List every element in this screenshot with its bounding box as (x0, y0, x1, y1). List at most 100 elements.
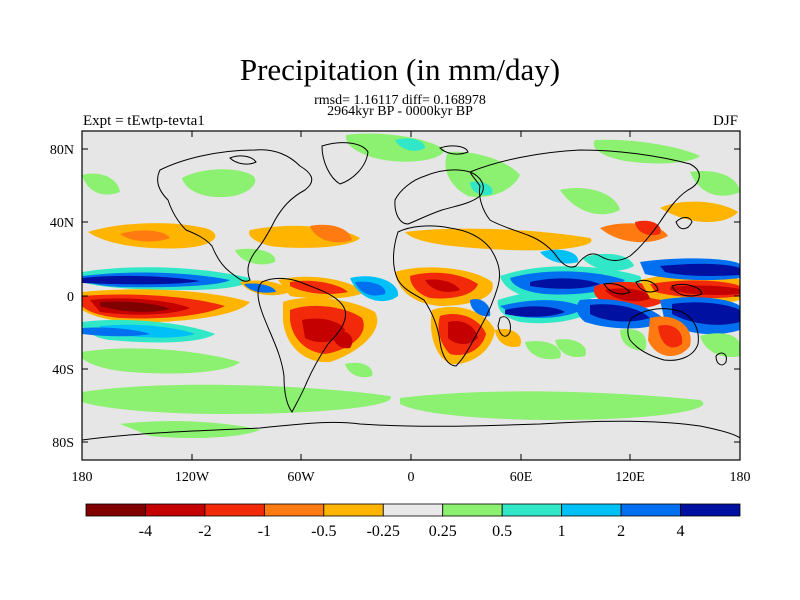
field-patch (620, 329, 647, 351)
field-patch (658, 324, 683, 348)
field-patch (244, 283, 276, 293)
field-patch (690, 170, 740, 196)
field-patch (555, 339, 586, 358)
field-patch (82, 173, 120, 195)
field-patch (395, 138, 425, 151)
arctic-island (439, 145, 469, 155)
colorbar-label: 1 (558, 523, 566, 540)
colorbar-label: -0.5 (311, 523, 336, 540)
field-patch (560, 188, 620, 215)
antarctica-outline (82, 420, 740, 441)
field-patch (448, 320, 478, 344)
lon-tick-label: 60E (510, 470, 533, 485)
field-patch (345, 362, 373, 378)
axis-ticks (81, 131, 741, 460)
field-patch (635, 220, 661, 236)
field-patch (590, 304, 650, 322)
field-patch (82, 275, 200, 285)
field-patch (470, 298, 491, 317)
field-patch (182, 169, 256, 198)
lat-tick-label: 80N (50, 143, 74, 158)
colorbar-swatch (323, 503, 384, 517)
lon-tick-label: 180 (730, 470, 751, 485)
lon-tick-label: 120E (615, 470, 645, 485)
field-patch (525, 340, 561, 360)
field-patch (495, 328, 521, 348)
field-patch (593, 139, 700, 164)
greenland-outline (321, 142, 369, 185)
colorbar-swatch (85, 503, 146, 517)
field-patch (310, 224, 352, 243)
colorbar-swatch (204, 503, 265, 517)
field-patch (330, 329, 353, 349)
colorbar-label: 4 (677, 523, 685, 540)
lat-tick-label: 80S (52, 436, 74, 451)
lon-tick-label: 120W (175, 470, 210, 485)
south-america-outline (257, 277, 347, 413)
colorbar-label: 2 (617, 523, 625, 540)
field-patch (400, 391, 704, 420)
field-patch (120, 421, 260, 438)
colorbar-swatch (620, 503, 681, 517)
field-patch (235, 248, 276, 265)
arctic-island (229, 155, 257, 165)
colorbar-label: -4 (139, 523, 152, 540)
field-patch (120, 230, 170, 242)
stats-line: rmsd= 1.16117 diff= 0.168978 (314, 93, 486, 108)
japan-outline (675, 217, 693, 230)
period-line: 2964kyr BP - 0000kyr BP (327, 104, 473, 119)
lon-tick-label: 60W (287, 470, 315, 485)
colorbar-swatch (382, 503, 444, 517)
australia-outline (627, 308, 699, 361)
colorbar-label: -1 (258, 523, 271, 540)
field-patch (530, 278, 600, 289)
field-patch (700, 333, 740, 358)
colorbar-label: -2 (198, 523, 211, 540)
colorbar: -4 -2 -1 -0.5 -0.25 0.25 0.5 1 2 4 (85, 503, 741, 540)
field-patch (470, 181, 493, 196)
field-patch (82, 384, 391, 414)
field-patch (582, 253, 634, 271)
sumatra-outline (603, 283, 631, 295)
map-field (82, 131, 740, 460)
colorbar-label: -0.25 (367, 523, 400, 540)
colorbar-swatch (501, 503, 563, 517)
chart-title: Precipitation (in mm/day) (239, 52, 561, 87)
experiment-label: Expt = tEwtp-tevta1 (83, 113, 205, 129)
madagascar-outline (497, 316, 511, 337)
coastlines (82, 142, 740, 441)
lat-tick-label: 40N (50, 216, 74, 231)
field-patch (100, 301, 170, 312)
field-patch (670, 285, 740, 295)
field-patch (605, 288, 652, 302)
colorbar-swatch (263, 503, 325, 517)
lat-tick-label: 0 (67, 290, 74, 305)
field-patch (445, 151, 520, 198)
field-patch (660, 201, 738, 223)
field-patch (505, 306, 565, 317)
field-patch (82, 327, 150, 337)
lat-tick-label: 40S (52, 363, 74, 378)
field-patch (425, 279, 460, 292)
field-patch (355, 281, 386, 296)
lon-tick-label: 180 (72, 470, 93, 485)
field-patch (345, 133, 445, 162)
field-patch (660, 263, 740, 276)
colorbar-label: 0.25 (429, 523, 457, 540)
new-guinea-outline (671, 283, 703, 297)
africa-outline (393, 225, 501, 367)
field-patch (672, 302, 740, 325)
borneo-outline (635, 279, 659, 293)
colorbar-swatch (680, 503, 741, 517)
new-zealand-outline (715, 352, 727, 366)
lon-tick-label: 0 (408, 470, 415, 485)
field-patch (82, 348, 240, 374)
colorbar-swatch (442, 503, 503, 517)
north-america-outline (157, 149, 313, 282)
colorbar-swatch (145, 503, 206, 517)
season-label: DJF (712, 113, 738, 129)
colorbar-label: 0.5 (492, 523, 512, 540)
field-patch (540, 249, 579, 264)
colorbar-swatch (561, 503, 622, 517)
